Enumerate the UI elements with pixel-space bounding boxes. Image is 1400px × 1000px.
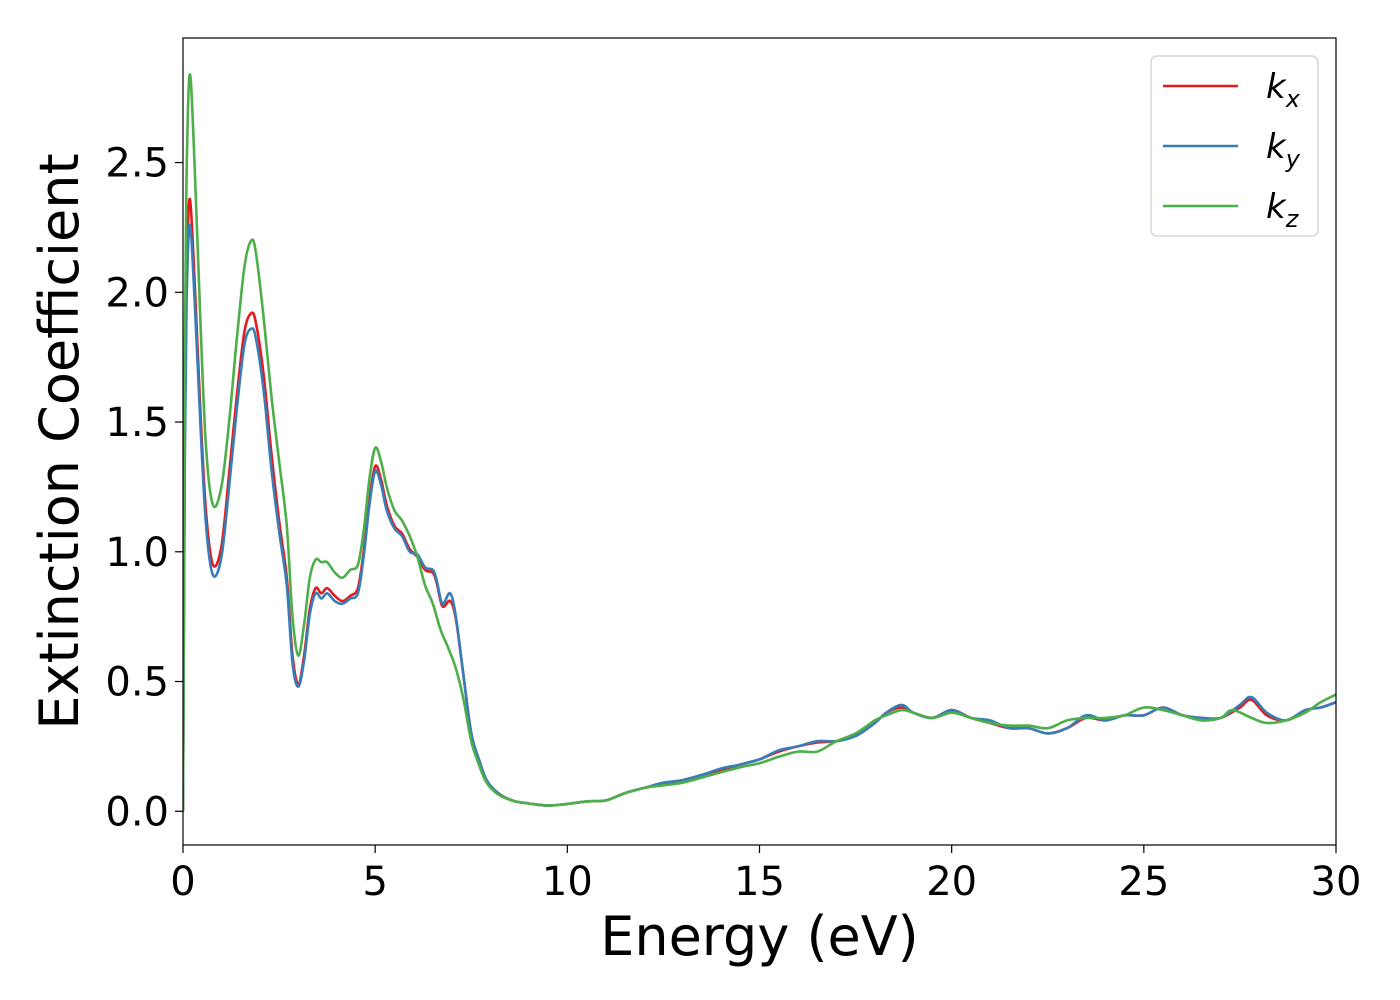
x-tick-label: 20: [926, 859, 977, 905]
x-tick-label: 10: [542, 859, 593, 905]
legend-label-main: k: [1266, 67, 1287, 107]
x-tick-label: 25: [1118, 859, 1169, 905]
series-line-k-x: [183, 197, 1336, 812]
x-tick-label: 30: [1311, 859, 1362, 905]
y-tick-label: 0.5: [105, 660, 169, 706]
y-axis-title: Extinction Coefficient: [28, 153, 91, 729]
x-tick-label: 15: [734, 859, 785, 905]
y-tick-label: 1.0: [105, 530, 169, 576]
x-tick-label: 0: [170, 859, 195, 905]
ticks-layer: 0 5 10 15 20 25 30 0.0 0.5 1.0 1.5 2.0 2.5: [105, 141, 1361, 905]
series-layer: [183, 73, 1336, 812]
series-line-k-z: [183, 73, 1336, 812]
legend-label-main: k: [1266, 187, 1287, 227]
legend-label: kx: [1266, 67, 1301, 113]
legend-label: kz: [1266, 187, 1300, 233]
y-tick-label: 0.0: [105, 789, 169, 835]
legend-label-subscript: y: [1285, 145, 1301, 173]
y-tick-label: 2.0: [105, 270, 169, 316]
plot-frame: [182, 37, 1337, 846]
legend-label: ky: [1266, 127, 1301, 173]
x-axis-title: Energy (eV): [600, 905, 919, 968]
x-tick-label: 5: [362, 859, 387, 905]
legend-label-subscript: x: [1285, 85, 1301, 113]
y-tick-label: 1.5: [105, 400, 169, 446]
legend-label-main: k: [1266, 127, 1287, 167]
y-tick-label: 2.5: [105, 141, 169, 187]
legend-label-subscript: z: [1285, 205, 1300, 233]
series-line-k-y: [183, 223, 1336, 812]
